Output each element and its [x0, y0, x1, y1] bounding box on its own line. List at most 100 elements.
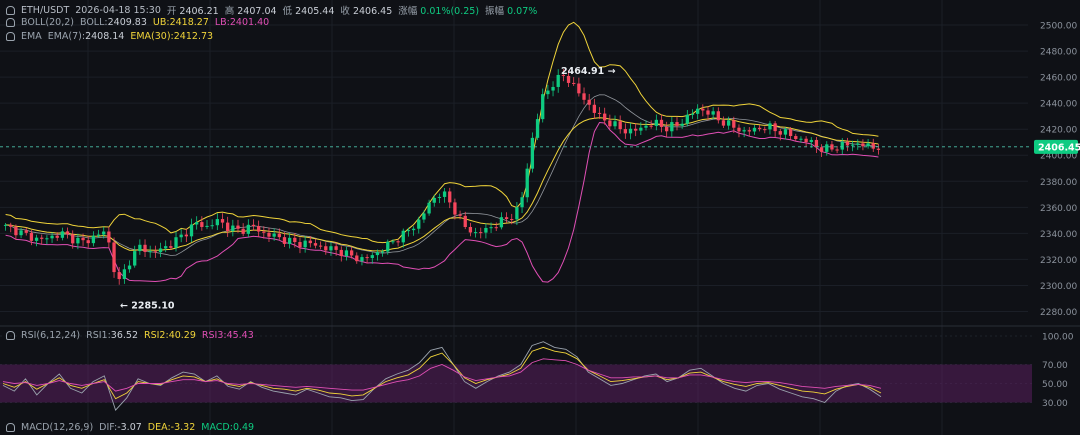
price-tick-label: 2320.00	[1040, 256, 1077, 266]
candle-body	[618, 121, 622, 130]
price-tick-label: 2300.00	[1040, 282, 1077, 292]
price-header: ETH/USDT 2026-04-18 15:30 开 2406.21 高 24…	[6, 3, 537, 17]
candle-body	[138, 244, 142, 252]
candle-body	[200, 222, 204, 227]
candle-body	[406, 230, 411, 232]
candle-body	[189, 224, 194, 237]
macd-legend[interactable]: MACD(12,26,9) DIF:-3.07 DEA:-3.32 MACD:0…	[6, 422, 254, 433]
candle-body	[788, 129, 793, 137]
dif-value: -3.07	[117, 422, 142, 433]
candle-body	[685, 114, 689, 124]
candle-body	[313, 243, 318, 246]
boll-legend[interactable]: BOLL(20,2) BOLL:2409.83 UB:2418.27 LB:24…	[6, 17, 269, 28]
candle-body	[732, 120, 736, 128]
candle-body	[654, 119, 658, 126]
boll-ub-label: UB:	[152, 17, 170, 28]
candle-body	[29, 232, 34, 241]
candle-body	[587, 99, 591, 105]
high-label: 高	[224, 6, 235, 17]
alert-icon[interactable]	[6, 423, 15, 432]
ema-legend[interactable]: EMA EMA(7):2408.14 EMA(30):2412.73	[6, 31, 213, 42]
candle-body	[535, 119, 540, 138]
candle-body	[422, 213, 426, 220]
boll-mid-label: BOLL:	[79, 17, 108, 28]
candle-body	[763, 129, 767, 131]
rsi1-label: RSI1:	[86, 330, 111, 341]
price-tick-label: 2400.00	[1040, 152, 1077, 162]
candle-body	[272, 233, 276, 237]
open-value: 2406.21	[179, 6, 219, 17]
candle-body	[582, 93, 586, 100]
rsi-tick-label: 50.00	[1042, 380, 1068, 390]
candle-body	[411, 228, 416, 231]
dif-label: DIF:	[99, 422, 118, 433]
candle-body	[215, 219, 219, 226]
bollinger-bands	[5, 21, 879, 283]
rsi-label: RSI(6,12,24)	[21, 330, 81, 341]
price-tick-label: 2440.00	[1040, 100, 1077, 110]
candle-body	[293, 237, 297, 243]
candle-body	[360, 257, 364, 262]
boll-lb-label: LB:	[214, 17, 230, 28]
candle-body	[551, 86, 555, 91]
candle-body	[24, 230, 28, 233]
change-value: 0.01%(0.25)	[420, 6, 480, 17]
candle-body	[515, 207, 519, 220]
candle-body	[117, 272, 121, 280]
candle-body	[757, 127, 762, 130]
candle-body	[96, 234, 101, 236]
dea-value: -3.32	[170, 422, 196, 433]
candle-body	[76, 237, 80, 244]
candle-body	[391, 241, 395, 243]
rsi-lines	[2, 341, 882, 411]
alert-icon[interactable]	[6, 331, 15, 340]
rsi-legend[interactable]: RSI(6,12,24) RSI1:36.52 RSI2:40.29 RSI3:…	[6, 330, 254, 341]
candle-body	[804, 138, 808, 143]
price-axis: 2500.00 2480.00 2460.00 2440.00 2420.00 2400.…	[1040, 22, 1077, 318]
candle-body	[112, 242, 116, 273]
candle-body	[572, 82, 576, 84]
candle-body	[210, 225, 214, 227]
candle-body	[3, 224, 8, 226]
candle-body	[220, 219, 225, 223]
alert-icon[interactable]	[6, 18, 15, 27]
amplitude-value: 0.07%	[507, 6, 538, 17]
candle-body	[9, 224, 13, 227]
candle-body	[334, 246, 338, 250]
alert-icon[interactable]	[6, 32, 15, 41]
candle-body	[716, 111, 720, 121]
candle-body	[711, 111, 715, 115]
candle-body	[768, 123, 772, 130]
candle-body	[143, 244, 147, 252]
candle-body	[432, 197, 436, 203]
candle-body	[91, 235, 96, 244]
price-tick-label: 2460.00	[1040, 74, 1077, 84]
close-label: 收	[340, 6, 350, 17]
candle-body	[81, 237, 85, 241]
candle-body	[840, 141, 844, 150]
alert-icon[interactable]	[6, 5, 15, 15]
candle-body	[670, 122, 674, 132]
candle-body	[592, 104, 597, 113]
candle-body	[179, 234, 183, 238]
macd-value-label: MACD:	[201, 422, 233, 433]
candle-body	[153, 251, 158, 253]
boll-upper-band	[5, 21, 879, 244]
last-price-label: 2406.45	[1038, 142, 1080, 153]
candle-body	[825, 144, 829, 152]
boll-mid-line	[5, 94, 879, 256]
candle-body	[251, 224, 256, 227]
last-price-tag[interactable]: 2406.45	[1034, 139, 1080, 154]
min-price-label: ← 2285.10	[120, 300, 175, 311]
candle-body	[133, 251, 137, 266]
boll-lb-value: 2401.40	[229, 17, 270, 28]
candle-body	[726, 120, 731, 126]
candle-body	[65, 231, 70, 235]
change-label: 涨幅	[398, 6, 418, 17]
candle-body	[530, 137, 535, 169]
rsi1-value: 36.52	[110, 330, 138, 341]
macd-label: MACD(12,26,9)	[21, 422, 94, 433]
rsi2-label: RSI2:	[144, 330, 169, 341]
candle-body	[634, 128, 638, 131]
